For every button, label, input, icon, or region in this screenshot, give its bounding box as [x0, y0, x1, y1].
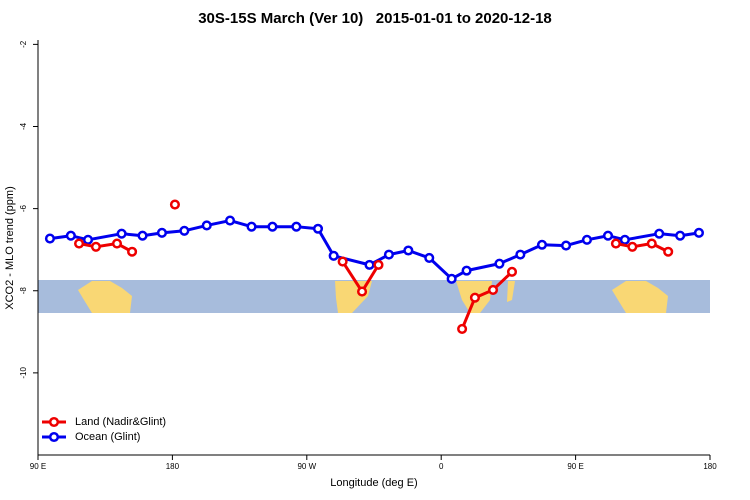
point [137, 230, 148, 241]
point [581, 234, 592, 245]
point [424, 252, 435, 263]
point [383, 249, 394, 260]
land-shape [78, 281, 132, 313]
point [116, 228, 127, 239]
x-tick-label: 180 [703, 462, 717, 471]
point [156, 227, 167, 238]
map-strip [38, 280, 710, 313]
point [65, 230, 76, 241]
point [357, 286, 368, 297]
legend-label: Ocean (Glint) [75, 431, 140, 443]
point [675, 230, 686, 241]
point [74, 238, 85, 249]
point [461, 265, 472, 276]
point [446, 273, 457, 284]
y-tick-label: -8 [19, 287, 28, 295]
point [663, 246, 674, 257]
legend-marker [48, 431, 60, 443]
point [610, 238, 621, 249]
point [169, 199, 180, 210]
point [654, 228, 665, 239]
point [560, 240, 572, 251]
point [246, 221, 257, 232]
point [44, 233, 55, 244]
point [291, 221, 302, 232]
point [487, 284, 499, 295]
point [646, 238, 657, 249]
y-tick-label: -10 [19, 367, 28, 379]
point [364, 259, 375, 270]
point [328, 250, 339, 261]
point [82, 234, 94, 245]
ocean-band [38, 280, 710, 313]
point [619, 234, 630, 245]
x-tick-label: 180 [166, 462, 180, 471]
point [373, 259, 384, 270]
land-shape [612, 281, 668, 313]
point [201, 220, 212, 231]
x-tick-label: 0 [439, 462, 444, 471]
land-shape [507, 281, 515, 302]
chart-title: 30S-15S March (Ver 10) 2015-01-01 to 202… [198, 10, 552, 27]
point [337, 256, 348, 267]
point [90, 241, 101, 252]
x-tick-label: 90 E [30, 462, 46, 471]
legend-marker [48, 416, 60, 428]
point [536, 239, 548, 250]
legend-label: Land (Nadir&Glint) [75, 416, 166, 428]
point [515, 249, 526, 260]
y-tick-label: -6 [19, 205, 28, 213]
y-tick-label: -4 [19, 122, 28, 130]
x-tick-label: 90 E [567, 462, 583, 471]
point [267, 221, 278, 232]
point [494, 258, 505, 269]
point [506, 266, 518, 277]
y-tick-label: -2 [19, 40, 28, 48]
point [469, 292, 480, 303]
point [693, 227, 704, 238]
point [403, 245, 414, 256]
x-tick-label: 90 W [297, 462, 316, 471]
point [127, 246, 138, 257]
point [179, 225, 190, 236]
point [111, 238, 123, 249]
x-axis-label: Longitude (deg E) [330, 477, 417, 489]
point [602, 230, 614, 241]
point [627, 241, 638, 252]
point [224, 215, 236, 226]
point [457, 323, 468, 334]
point [312, 223, 324, 234]
y-axis-label: XCO2 - MLO trend (ppm) [4, 186, 16, 309]
